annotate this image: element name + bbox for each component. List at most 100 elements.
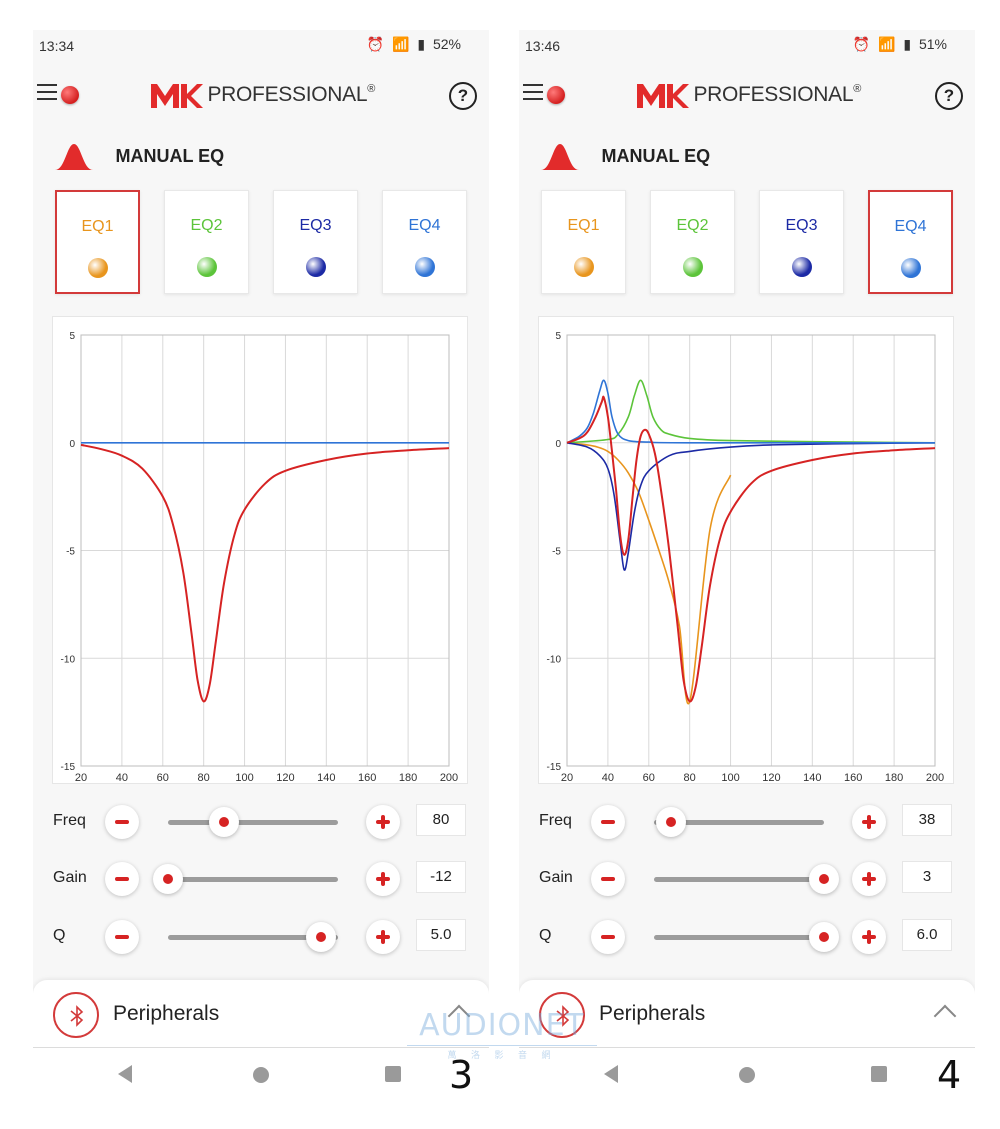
gain-value[interactable]: 3 [902, 861, 952, 893]
freq-slider-thumb[interactable] [209, 807, 240, 837]
connection-status-dot [547, 86, 565, 104]
x-tick-label: 20 [561, 772, 573, 784]
x-tick-label: 100 [235, 772, 253, 784]
q-slider-thumb[interactable] [306, 922, 336, 952]
gain-control: Gain 3 [519, 859, 975, 899]
home-icon[interactable] [739, 1067, 755, 1083]
eq-color-dot [305, 257, 326, 277]
bluetooth-icon [556, 1005, 570, 1027]
x-tick-label: 200 [926, 772, 944, 784]
q-value[interactable]: 5.0 [416, 919, 466, 951]
status-bar: 13:34 ⏰ 📶 ▮ 52% [33, 30, 489, 62]
tab-eq2[interactable]: EQ2 [164, 190, 249, 294]
y-tick-label: 5 [555, 331, 561, 342]
x-tick-label: 80 [198, 772, 210, 784]
q-value[interactable]: 6.0 [902, 919, 952, 951]
y-tick-label: -10 [61, 654, 76, 665]
q-increase-button[interactable] [366, 920, 400, 954]
gain-slider[interactable] [153, 864, 338, 894]
gain-slider-thumb[interactable] [153, 864, 183, 894]
eq-response-chart: 20 40 60 80 100 120 140 160 180 200 5 0 -5 -10 -15 [52, 316, 468, 784]
bluetooth-button[interactable] [53, 992, 99, 1038]
tab-eq1[interactable]: EQ1 [55, 190, 140, 294]
y-tick-label: 5 [69, 331, 75, 342]
battery-icon: ▮ [417, 36, 426, 52]
peripherals-bar[interactable]: Peripherals [33, 980, 489, 1055]
eq-color-dot [573, 257, 594, 277]
eq-color-dot [87, 258, 108, 278]
q-slider[interactable] [654, 922, 839, 952]
gain-slider[interactable] [654, 864, 839, 894]
eq-curve-icon [55, 144, 93, 170]
freq-decrease-button[interactable] [105, 805, 139, 839]
q-slider-thumb[interactable] [809, 922, 839, 952]
gain-control: Gain -12 [33, 859, 489, 899]
freq-increase-button[interactable] [366, 805, 400, 839]
battery-percent: 52% [432, 36, 461, 52]
page-number: 4 [937, 1053, 962, 1097]
gain-label: Gain [539, 869, 573, 886]
eq-color-dot [900, 258, 921, 278]
gain-increase-button[interactable] [852, 862, 886, 896]
freq-value[interactable]: 38 [902, 804, 952, 836]
gain-value[interactable]: -12 [416, 861, 466, 893]
freq-decrease-button[interactable] [591, 805, 625, 839]
battery-icon: ▮ [903, 36, 912, 52]
q-control: Q 6.0 [519, 917, 975, 957]
recent-apps-icon[interactable] [385, 1066, 401, 1082]
back-icon[interactable] [118, 1065, 132, 1083]
x-tick-label: 120 [762, 772, 780, 784]
q-decrease-button[interactable] [591, 920, 625, 954]
tab-eq1[interactable]: EQ1 [541, 190, 626, 294]
recent-apps-icon[interactable] [871, 1066, 887, 1082]
eq-series-line [566, 379, 936, 444]
tab-eq4[interactable]: EQ4 [382, 190, 467, 294]
brand-logo: PROFESSIONAL® [637, 82, 861, 110]
peripherals-bar[interactable]: Peripherals [519, 980, 975, 1055]
eq-curve-icon [541, 144, 579, 170]
hamburger-menu-icon[interactable] [523, 84, 543, 102]
help-icon[interactable]: ? [935, 82, 963, 110]
q-slider[interactable] [168, 922, 338, 952]
y-tick-label: -15 [547, 762, 562, 773]
x-tick-label: 200 [440, 772, 458, 784]
help-icon[interactable]: ? [449, 82, 477, 110]
home-icon[interactable] [253, 1067, 269, 1083]
app-screen-right: 13:46 ⏰ 📶 ▮ 51% PROFESSIONAL® ? MANUAL E… [519, 30, 975, 1055]
tab-eq3[interactable]: EQ3 [759, 190, 844, 294]
tab-eq4[interactable]: EQ4 [868, 190, 953, 294]
y-tick-label: 0 [69, 439, 75, 450]
x-tick-label: 120 [276, 772, 294, 784]
back-icon[interactable] [604, 1065, 618, 1083]
q-decrease-button[interactable] [105, 920, 139, 954]
watermark-subtext: 萬 洛 影 音 網 [407, 1045, 597, 1061]
eq-chart-svg: 20 40 60 80 100 120 140 160 180 200 5 0 -5 -10 -15 [547, 331, 945, 784]
freq-slider[interactable] [168, 807, 338, 837]
q-increase-button[interactable] [852, 920, 886, 954]
gain-slider-thumb[interactable] [809, 864, 839, 894]
section-title-label: MANUAL EQ [601, 145, 711, 166]
gain-increase-button[interactable] [366, 862, 400, 896]
eq-color-dot [414, 257, 435, 277]
gain-decrease-button[interactable] [105, 862, 139, 896]
freq-slider-thumb[interactable] [656, 807, 686, 837]
freq-value[interactable]: 80 [416, 804, 466, 836]
mk-logo-icon [151, 84, 203, 108]
app-header: PROFESSIONAL® ? [519, 74, 975, 118]
tab-eq3[interactable]: EQ3 [273, 190, 358, 294]
freq-control: Freq 80 [33, 802, 489, 842]
hamburger-menu-icon[interactable] [37, 84, 57, 102]
gain-decrease-button[interactable] [591, 862, 625, 896]
chevron-up-icon[interactable] [933, 1004, 957, 1028]
eq-series-line [80, 443, 450, 703]
bluetooth-button[interactable] [539, 992, 585, 1038]
freq-slider[interactable] [654, 807, 824, 837]
mk-logo-icon [637, 84, 689, 108]
android-nav-bar-left: 3 [33, 1047, 489, 1107]
q-label: Q [53, 927, 66, 944]
app-screen-left: 13:34 ⏰ 📶 ▮ 52% PROFESSIONAL® ? MANUAL E… [33, 30, 489, 1055]
x-tick-label: 160 [844, 772, 862, 784]
watermark: AUDIONET 萬 洛 影 音 網 [407, 1008, 597, 1061]
freq-increase-button[interactable] [852, 805, 886, 839]
tab-eq2[interactable]: EQ2 [650, 190, 735, 294]
